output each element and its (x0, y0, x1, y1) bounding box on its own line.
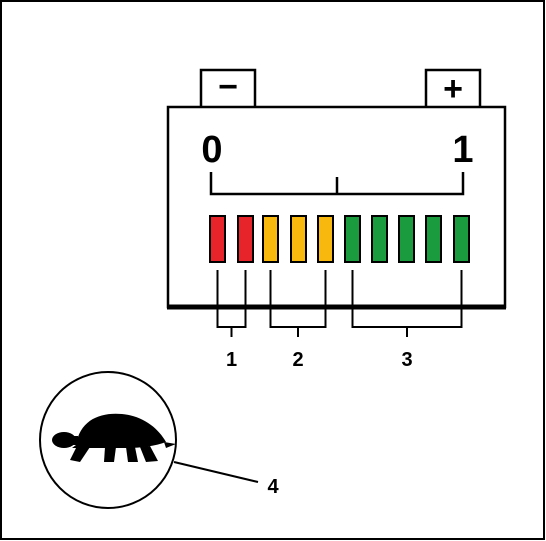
negative-terminal: − (199, 68, 257, 110)
led-segments (209, 215, 470, 263)
scale-bracket (209, 172, 465, 196)
battery-body (166, 105, 507, 309)
segment-groups: 1 2 3 (216, 270, 463, 371)
scale-max-label: 1 (452, 129, 473, 171)
group-2-label: 2 (292, 349, 303, 371)
led-segment-1 (209, 215, 226, 263)
led-segment-7 (371, 215, 388, 263)
group-3-label: 3 (401, 349, 412, 371)
positive-terminal: + (424, 68, 482, 110)
scale-min-label: 0 (201, 129, 222, 171)
led-segment-2 (237, 215, 254, 263)
led-segment-6 (344, 215, 361, 263)
callout-4-leader (173, 461, 259, 483)
positive-symbol: + (443, 70, 463, 108)
group-1-label: 1 (226, 349, 237, 371)
led-segment-10 (453, 215, 470, 263)
callout-4-label: 4 (267, 476, 279, 498)
led-segment-4 (290, 215, 307, 263)
turtle-icon (52, 413, 176, 462)
negative-symbol: − (218, 68, 238, 106)
led-segment-3 (262, 215, 279, 263)
led-segment-9 (425, 215, 442, 263)
led-segment-8 (398, 215, 415, 263)
led-segment-5 (317, 215, 334, 263)
